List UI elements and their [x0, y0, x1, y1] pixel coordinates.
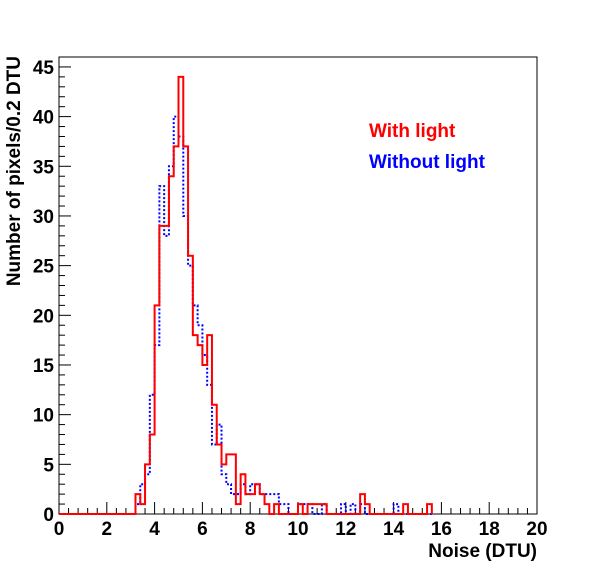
histogram-bin	[403, 504, 408, 514]
histogram-bin	[217, 444, 222, 514]
x-tick-label: 6	[197, 519, 208, 540]
histogram-bin	[298, 504, 303, 514]
y-tick-label: 20	[33, 306, 54, 327]
histogram-bin	[365, 504, 370, 514]
histogram-bin	[207, 335, 212, 514]
legend: With light Without light	[369, 121, 486, 173]
histogram-bin	[351, 504, 356, 514]
plot-frame	[58, 56, 538, 515]
histogram-bin	[183, 146, 188, 514]
histogram-bin	[222, 464, 227, 514]
histogram-bin	[179, 77, 184, 514]
histogram-bin	[312, 504, 317, 514]
series-with-light	[59, 75, 433, 515]
histogram-bin	[317, 504, 322, 514]
histogram-bin	[250, 494, 255, 514]
y-tick-label: 25	[33, 257, 55, 278]
histogram-bin	[188, 256, 193, 514]
histogram-bin	[284, 504, 289, 514]
legend-entry-without-light: Without light	[369, 152, 486, 173]
y-tick-label: 5	[43, 455, 54, 476]
histogram-bin	[145, 464, 150, 514]
histogram-bin	[427, 504, 432, 514]
x-tick-label: 10	[287, 519, 308, 540]
y-tick-label: 0	[43, 505, 54, 526]
histogram-bin	[155, 305, 160, 514]
y-axis-ticks: 0 5 10 15 20 25 30 35 40 45	[33, 56, 71, 526]
histogram-bin	[164, 226, 169, 514]
histogram-series	[59, 75, 433, 515]
histogram-bin	[265, 504, 270, 514]
histogram-bin	[274, 504, 279, 514]
x-tick-label: 20	[526, 519, 547, 540]
histogram-bin	[226, 454, 231, 514]
y-tick-label: 10	[33, 406, 54, 427]
histogram-bin	[231, 454, 236, 514]
histogram-bin	[245, 494, 250, 514]
x-tick-label: 2	[102, 519, 113, 540]
histogram-bin	[308, 504, 313, 514]
y-tick-label: 45	[33, 58, 55, 79]
legend-entry-with-light: With light	[369, 121, 456, 142]
histogram-bin	[212, 405, 217, 514]
x-tick-label: 4	[149, 519, 160, 540]
y-tick-label: 15	[33, 356, 55, 377]
histogram-bin	[394, 504, 399, 514]
histogram-step-line	[59, 75, 433, 515]
histogram-bin	[260, 494, 265, 514]
histogram-bin	[174, 146, 179, 514]
x-axis-title: Noise (DTU)	[428, 541, 537, 562]
histogram-bin	[169, 176, 174, 514]
histogram-bin	[236, 504, 241, 514]
y-axis-title: Number of pixels/0.2 DTU	[4, 56, 25, 286]
histogram-bin	[360, 494, 365, 514]
y-tick-label: 30	[33, 207, 54, 228]
histogram-bin	[140, 504, 145, 514]
histogram-bin	[241, 474, 246, 514]
histogram-bin	[341, 504, 346, 514]
y-tick-label: 40	[33, 108, 54, 129]
x-tick-label: 8	[245, 519, 256, 540]
histogram-bin	[202, 365, 207, 514]
histogram-bin	[159, 226, 164, 514]
histogram-bin	[135, 494, 140, 514]
histogram-bin	[322, 504, 327, 514]
y-tick-label: 35	[33, 157, 55, 178]
histogram-bin	[193, 335, 198, 514]
x-tick-label: 16	[431, 519, 452, 540]
x-tick-label: 18	[479, 519, 500, 540]
histogram-bin	[198, 345, 203, 514]
x-tick-label: 0	[54, 519, 65, 540]
histogram-bin	[255, 484, 260, 514]
x-tick-label: 12	[335, 519, 356, 540]
x-tick-label: 14	[383, 519, 405, 540]
histogram-bin	[150, 435, 155, 514]
